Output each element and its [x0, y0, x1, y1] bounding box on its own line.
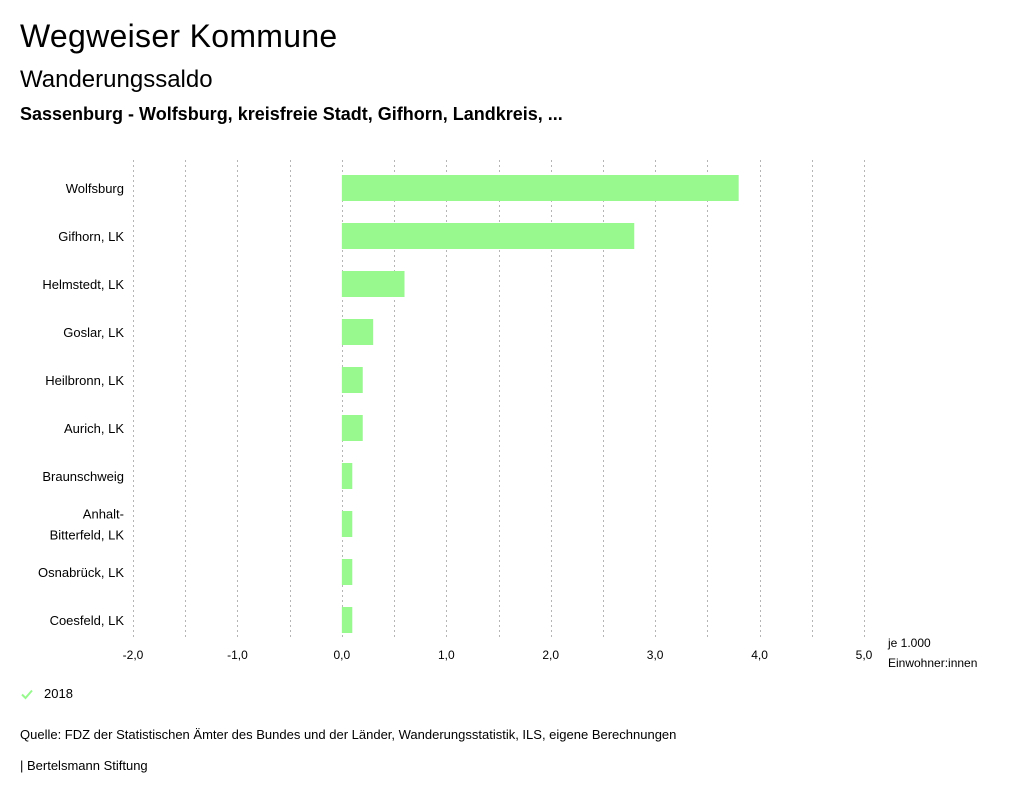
legend-label: 2018 — [44, 686, 73, 701]
unit-label: Einwohner:innen — [888, 656, 977, 670]
x-tick-label: 5,0 — [856, 648, 873, 662]
x-tick-label: 0,0 — [334, 648, 351, 662]
bar — [341, 271, 405, 297]
x-tick-label: 4,0 — [751, 648, 768, 662]
category-label: Gifhorn, LK — [58, 229, 124, 244]
category-label: Wolfsburg — [66, 181, 124, 196]
check-icon — [21, 689, 33, 699]
category-label: Goslar, LK — [63, 325, 124, 340]
bar — [341, 511, 353, 537]
bar — [341, 223, 635, 249]
page-title: Wegweiser Kommune — [20, 18, 338, 54]
bar — [341, 175, 739, 201]
x-tick-label: -2,0 — [123, 648, 144, 662]
bar — [341, 367, 363, 393]
source-note: Quelle: FDZ der Statistischen Ämter des … — [20, 727, 677, 742]
bar — [341, 415, 363, 441]
brand-note: | Bertelsmann Stiftung — [20, 758, 148, 773]
unit-label: je 1.000 — [887, 636, 931, 650]
category-label: Bitterfeld, LK — [50, 528, 125, 543]
category-label: Aurich, LK — [64, 421, 124, 436]
bar — [341, 559, 353, 585]
legend-item-2018[interactable]: 2018 — [20, 686, 73, 701]
chart-subtitle: Wanderungssaldo — [20, 66, 213, 93]
category-label: Coesfeld, LK — [50, 613, 125, 628]
x-tick-label: 1,0 — [438, 648, 455, 662]
category-label: Braunschweig — [42, 469, 124, 484]
x-tick-label: 2,0 — [542, 648, 559, 662]
x-tick-label: 3,0 — [647, 648, 664, 662]
category-label: Anhalt- — [83, 507, 124, 522]
bar — [341, 319, 374, 345]
x-tick-label: -1,0 — [227, 648, 248, 662]
bar-chart: -2,0 -1,0 0,0 1,0 2,0 3,0 4,0 5,0 je 1.000 Einwoh… — [38, 160, 977, 670]
region-label: Sassenburg - Wolfsburg, kreisfreie Stadt… — [20, 104, 563, 124]
bar — [341, 463, 353, 489]
category-label: Helmstedt, LK — [42, 277, 124, 292]
category-label: Heilbronn, LK — [45, 373, 124, 388]
category-label: Osnabrück, LK — [38, 565, 124, 580]
bar — [341, 607, 353, 633]
